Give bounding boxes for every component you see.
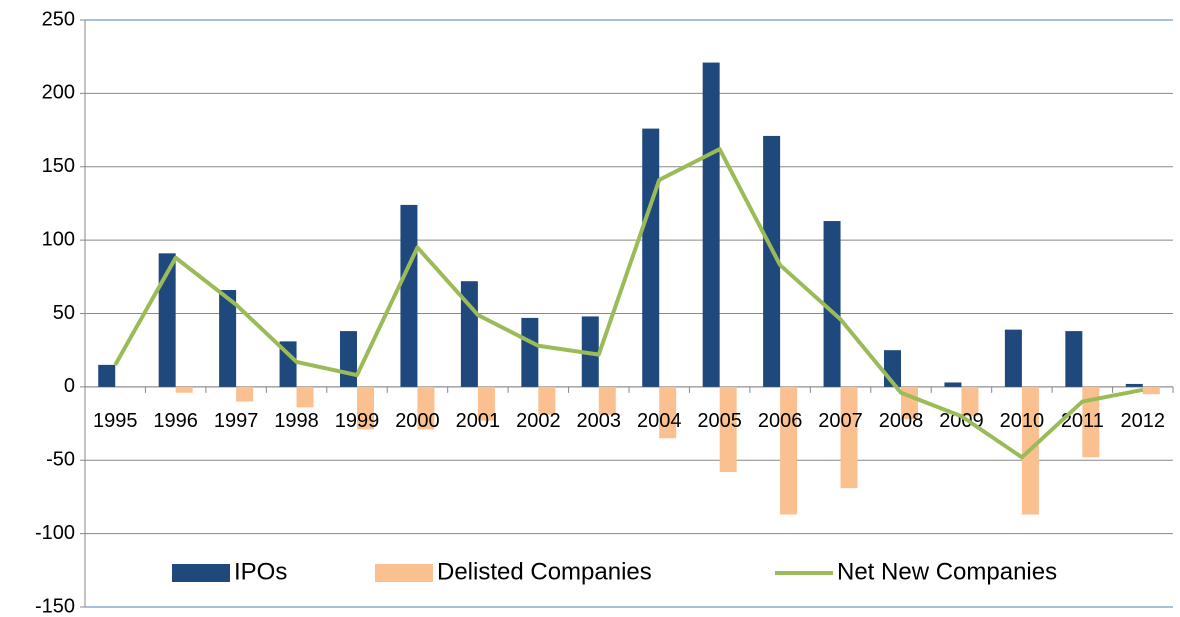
x-tick-label: 2004 <box>637 410 682 432</box>
legend-label: Delisted Companies <box>437 558 652 585</box>
x-tick-label: 2011 <box>1061 410 1104 432</box>
bar <box>961 386 979 417</box>
legend-label: IPOs <box>234 558 287 585</box>
x-tick-label: 2008 <box>879 410 924 432</box>
bar <box>158 253 176 387</box>
x-tick-label: 1995 <box>93 410 138 432</box>
y-tick-label: 200 <box>42 82 75 104</box>
bar <box>1082 386 1100 458</box>
y-tick-label: 150 <box>42 155 75 177</box>
legend-label: Net New Companies <box>837 558 1057 585</box>
bar <box>659 386 677 439</box>
x-tick-label: 1998 <box>274 410 319 432</box>
x-tick-label: 2012 <box>1121 410 1166 432</box>
line <box>113 147 1144 460</box>
legend-swatch <box>172 564 230 582</box>
x-tick-label: 2001 <box>456 410 501 432</box>
legend-swatch <box>375 564 433 582</box>
bar <box>175 386 193 393</box>
bar <box>1125 383 1143 387</box>
bar <box>1004 329 1022 387</box>
y-tick-label: 50 <box>53 302 75 324</box>
y-tick-label: 100 <box>42 228 75 250</box>
x-tick-label: 2002 <box>516 410 561 432</box>
y-tick-label: -50 <box>46 449 75 471</box>
bar <box>538 386 556 415</box>
x-tick-label: 2009 <box>939 410 984 432</box>
bar <box>521 317 539 387</box>
bar <box>840 386 858 489</box>
y-tick-label: 0 <box>64 375 75 397</box>
bar <box>219 290 237 387</box>
x-tick-label: 1997 <box>214 410 259 432</box>
bar <box>477 386 495 421</box>
bar <box>823 221 841 387</box>
bar <box>763 135 781 387</box>
bar <box>1142 386 1160 395</box>
bar <box>279 341 297 387</box>
x-tick-label: 1996 <box>153 410 198 432</box>
x-tick-label: 1999 <box>335 410 380 432</box>
bar <box>417 386 435 430</box>
y-tick-label: -150 <box>35 595 75 617</box>
bar <box>357 386 374 430</box>
y-tick-label: 250 <box>42 8 75 30</box>
x-tick-label: 2010 <box>1000 410 1045 432</box>
bar <box>400 204 418 387</box>
bar <box>1065 331 1083 387</box>
bar <box>98 364 116 387</box>
y-tick-label: -100 <box>35 522 75 544</box>
bar <box>236 386 254 402</box>
bar <box>296 386 314 408</box>
bar <box>642 128 660 387</box>
x-tick-label: 2006 <box>758 410 803 432</box>
bar <box>719 386 737 472</box>
bar <box>780 386 798 515</box>
x-tick-label: 2007 <box>818 410 863 432</box>
bar <box>340 331 357 387</box>
x-tick-label: 2005 <box>697 410 742 432</box>
bar <box>944 382 962 387</box>
x-tick-label: 2000 <box>395 410 440 432</box>
x-tick-label: 2003 <box>577 410 622 432</box>
bar <box>598 386 616 415</box>
bar <box>702 62 720 387</box>
